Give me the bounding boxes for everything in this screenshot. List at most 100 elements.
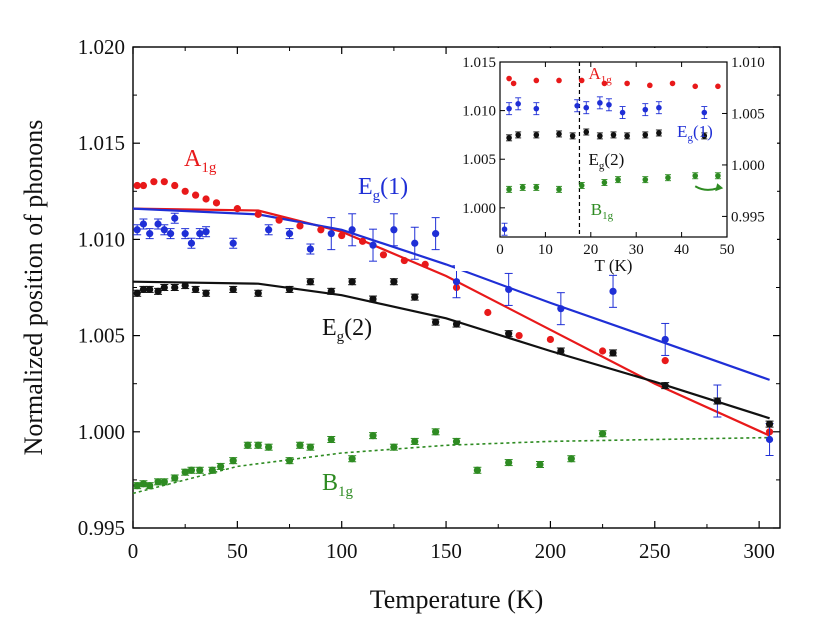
inset-point-B1g: [556, 186, 562, 193]
inset-point-Eg(1): [506, 105, 512, 112]
data-point-Eg(1): [196, 230, 204, 238]
data-point-Eg(2): [557, 347, 565, 355]
data-point-B1g: [196, 466, 204, 474]
data-point-A1g: [296, 222, 304, 230]
inset-point-Eg(2): [624, 133, 630, 139]
y-tick-label: 0.995: [78, 516, 125, 540]
inset-point-B1g: [533, 184, 540, 191]
data-point-B1g: [285, 457, 294, 465]
data-point-Eg(1): [202, 228, 210, 236]
data-point-Eg(1): [265, 226, 273, 234]
data-point-A1g: [171, 181, 179, 190]
fit-curve: [132, 436, 770, 495]
inset-point-A1g: [692, 83, 699, 90]
inset-point-Eg(1) lone: [501, 226, 508, 233]
inset-point-B1g: [642, 176, 649, 183]
inset-point-A1g: [533, 77, 540, 84]
inset-x-tick-label: 0: [496, 242, 504, 258]
inset-point-B1g: [692, 172, 699, 179]
y-tick-label: 1.000: [78, 420, 125, 444]
data-point-A1g: [338, 231, 346, 240]
data-point-B1g: [536, 460, 544, 469]
data-point-Eg(1): [146, 230, 154, 238]
data-point-B1g: [133, 482, 141, 490]
data-point-Eg(2): [661, 382, 669, 390]
data-point-A1g: [233, 205, 241, 213]
inset-point-Eg(2): [556, 131, 562, 137]
data-point-B1g: [505, 458, 513, 467]
inset-point-Eg(1): [597, 100, 603, 106]
data-point-Eg(2): [411, 293, 419, 301]
data-point-A1g: [421, 260, 429, 269]
inset-point-Eg(1): [656, 104, 662, 111]
inset-point-Eg(1): [619, 109, 626, 116]
data-point-Eg(2): [285, 285, 294, 294]
data-point-B1g: [390, 443, 398, 451]
y-tick-label: 1.010: [78, 227, 125, 251]
data-point-B1g: [598, 430, 607, 438]
data-point-A1g: [160, 178, 168, 186]
inset-x-tick-label: 40: [674, 242, 689, 258]
inset-point-Eg(2): [701, 133, 708, 139]
data-point-Eg(2): [390, 278, 398, 286]
data-point-Eg(2): [254, 289, 262, 297]
data-point-B1g: [432, 428, 440, 436]
inset-point-Eg(1): [583, 104, 590, 111]
data-point-A1g: [379, 251, 388, 259]
data-point-B1g: [181, 468, 189, 476]
data-point-B1g: [160, 478, 168, 486]
inset-x-axis-title: T (K): [595, 256, 633, 275]
inset-y2-tick-label: 1.010: [731, 55, 765, 71]
x-tick-label: 300: [743, 539, 775, 563]
inset-label-a1g: A1g: [589, 64, 613, 86]
data-point-A1g: [275, 216, 283, 224]
inset-y-tick-label: 1.010: [462, 104, 496, 120]
x-tick-label: 0: [128, 539, 139, 563]
data-point-B1g: [306, 443, 315, 451]
data-point-B1g: [265, 443, 273, 451]
inset-point-B1g: [601, 179, 608, 186]
data-point-Eg(1): [411, 239, 419, 247]
data-point-Eg(2): [452, 320, 461, 328]
data-point-A1g: [400, 256, 408, 265]
x-tick-label: 50: [227, 539, 248, 563]
data-point-B1g: [473, 466, 481, 474]
inset-x-tick-label: 50: [720, 242, 735, 258]
inset-point-Eg(2): [610, 132, 617, 138]
data-point-Eg(1): [390, 226, 398, 234]
data-point-A1g: [598, 347, 607, 355]
inset-point-A1g: [624, 80, 630, 87]
data-point-Eg(2): [348, 278, 356, 286]
inset-point-A1g: [510, 80, 517, 87]
fit-curve: [132, 207, 771, 437]
data-point-B1g: [154, 478, 162, 486]
data-point-B1g: [567, 455, 575, 463]
data-point-Eg(2): [202, 289, 210, 297]
data-point-Eg(2): [432, 318, 440, 326]
inset-point-A1g: [669, 80, 676, 87]
data-point-Eg(1): [160, 226, 168, 234]
inset-label-b1g: B1g: [591, 200, 614, 222]
data-point-Eg(1): [166, 230, 175, 238]
inset-point-A1g: [647, 82, 653, 89]
inset-arrow-head: [715, 183, 724, 192]
data-point-Eg(1): [187, 239, 196, 247]
data-point-Eg(2): [160, 283, 168, 292]
label-eg1: Eg(1): [358, 174, 408, 204]
inset-point-Eg(2): [506, 135, 512, 141]
data-point-B1g: [229, 457, 237, 465]
inset-y2-tick-label: 0.995: [731, 209, 765, 225]
inset-point-A1g: [578, 77, 585, 84]
data-point-A1g: [150, 178, 158, 186]
inset-plot: 0 10 20 30 40 50 1.000 1.005 1.010 1.015 0.995 1.00…: [455, 48, 777, 275]
data-point-B1g: [208, 466, 216, 474]
data-point-Eg(2): [713, 397, 721, 405]
data-point-B1g: [171, 474, 179, 482]
inset-arrow: [694, 185, 718, 191]
data-point-Eg(2): [369, 295, 377, 303]
data-point-B1g: [369, 432, 377, 440]
inset-point-A1g: [556, 77, 562, 84]
x-axis-title: Temperature (K): [370, 585, 544, 614]
inset-y2-tick-label: 1.000: [731, 158, 765, 174]
